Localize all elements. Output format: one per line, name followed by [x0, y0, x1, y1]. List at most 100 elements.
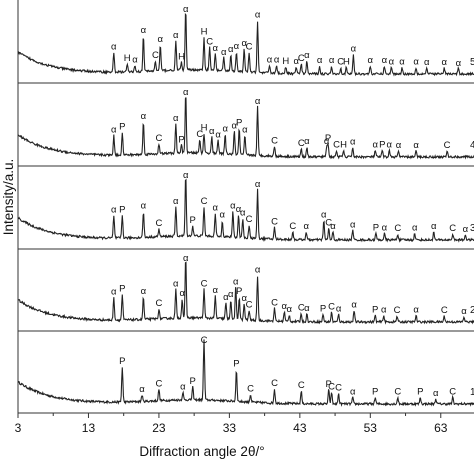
peak-label: α — [173, 30, 179, 41]
peak-label: α — [111, 287, 117, 298]
peak-label: α — [461, 306, 467, 317]
peak-label: α — [213, 285, 219, 296]
peak-label: α — [233, 276, 239, 287]
peak-label: α — [141, 286, 147, 297]
peak-label: P — [325, 133, 331, 144]
peak-label: α — [396, 140, 402, 151]
peak-label: C — [289, 221, 296, 232]
peak-label: α — [382, 55, 388, 66]
peak-label: P — [372, 387, 378, 398]
peak-label: α — [412, 223, 418, 234]
peak-label: C — [201, 335, 208, 346]
peak-label: P — [236, 286, 242, 297]
peak-label: α — [321, 210, 327, 221]
x-tick-label: 3 — [15, 421, 22, 435]
peak-label: P — [326, 379, 332, 390]
peak-label: α — [213, 203, 219, 214]
peak-label: P — [233, 358, 239, 369]
peak-label: α — [431, 221, 437, 232]
peak-label: α — [351, 44, 357, 55]
peak-label: α — [336, 303, 342, 314]
peak-label: α — [413, 305, 419, 316]
peak-label: C — [328, 301, 335, 312]
peak-label: P — [373, 223, 379, 234]
peak-label: C — [201, 196, 208, 207]
peak-label: α — [424, 57, 430, 68]
peak-label: P — [417, 387, 423, 398]
peak-label: C — [246, 214, 253, 225]
peak-label: α — [223, 292, 229, 303]
peak-label: P — [236, 118, 242, 129]
peak-label: P — [372, 305, 378, 316]
peak-label: C — [298, 138, 305, 149]
peak-label: α — [228, 44, 234, 55]
peak-label: H — [343, 57, 350, 68]
peak-label: α — [141, 25, 147, 36]
peak-label: α — [304, 136, 310, 147]
peak-label: C — [337, 57, 344, 68]
x-tick-label: 43 — [293, 421, 307, 435]
peak-label: α — [294, 56, 300, 67]
peak-label: C — [449, 387, 456, 398]
peak-label: P — [190, 376, 196, 387]
peak-label: α — [287, 304, 293, 315]
diffraction-curve-4 — [17, 97, 474, 160]
peak-label: α — [351, 300, 357, 311]
curve-labels: 1 2 3 4 5 — [470, 57, 474, 398]
peak-label: α — [228, 289, 234, 300]
peak-label: α — [179, 288, 185, 299]
peak-label: α — [329, 55, 335, 66]
peak-label: C — [152, 50, 159, 61]
peak-label: α — [232, 121, 238, 132]
peak-label: α — [350, 136, 356, 147]
peak-label: α — [389, 57, 395, 68]
peak-label: H — [178, 51, 185, 62]
peak-label: C — [449, 223, 456, 234]
peak-label: α — [282, 301, 288, 312]
peak-label: C — [298, 53, 305, 64]
peak-label: α — [350, 219, 356, 230]
peak-label: α — [304, 303, 310, 314]
peak-label: α — [209, 126, 215, 137]
peak-label: α — [141, 111, 147, 122]
peak-label: P — [119, 204, 125, 215]
peak-label: P — [119, 121, 125, 132]
diffraction-curve-1 — [17, 339, 474, 407]
peak-label: C — [155, 218, 162, 229]
peak-label: C — [271, 297, 278, 308]
peak-label: H — [201, 27, 208, 38]
peak-label: α — [304, 50, 310, 61]
peak-label: α — [173, 196, 179, 207]
peak-label: α — [433, 388, 439, 399]
x-tick-label: 13 — [82, 421, 96, 435]
peak-label: α — [274, 55, 280, 66]
peak-label: P — [320, 303, 326, 314]
peak-label: α — [241, 38, 247, 49]
peak-label: C — [333, 140, 340, 151]
peak-label: α — [234, 41, 240, 52]
peak-label: C — [298, 380, 305, 391]
peak-label: α — [399, 57, 405, 68]
peak-label: α — [236, 204, 242, 215]
peak-label: α — [220, 210, 226, 221]
peak-label: C — [271, 136, 278, 147]
x-tick-label: 53 — [364, 421, 378, 435]
peak-label: α — [255, 265, 261, 276]
peak-label: α — [111, 42, 117, 53]
peak-label: α — [303, 221, 309, 232]
peak-label: α — [215, 130, 221, 141]
peak-label: α — [240, 207, 246, 218]
peak-label: α — [368, 55, 374, 66]
x-axis-title: Diffraction angle 2θ/° — [139, 444, 264, 459]
diffraction-curves — [17, 12, 474, 407]
peak-label: α — [255, 96, 261, 107]
peak-label: C — [271, 378, 278, 389]
peak-label: C — [155, 133, 162, 144]
diffraction-curve-5 — [17, 12, 474, 77]
curve-label-5: 5 — [470, 57, 474, 68]
peak-label: α — [413, 57, 419, 68]
peak-label: C — [325, 217, 332, 228]
peak-label: α — [183, 4, 189, 15]
peak-label: C — [441, 305, 448, 316]
